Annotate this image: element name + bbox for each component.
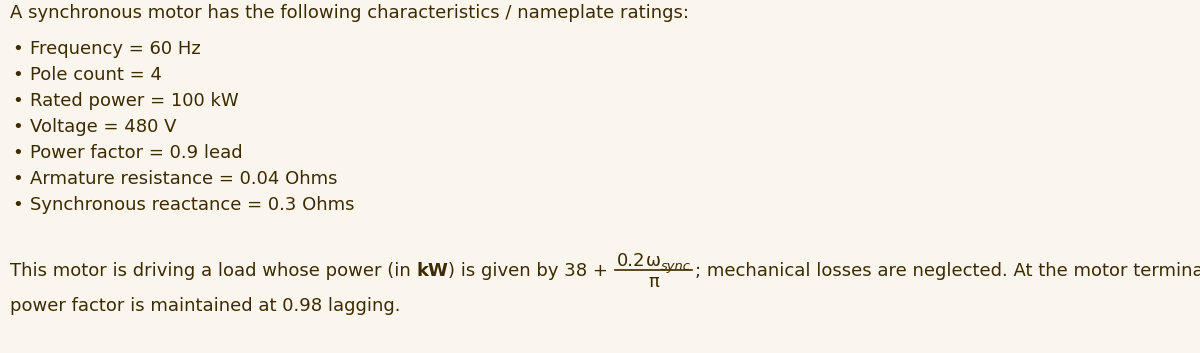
Text: Voltage = 480 V: Voltage = 480 V	[30, 118, 176, 136]
Text: ) is given by 38 +: ) is given by 38 +	[449, 262, 614, 280]
Text: •: •	[12, 196, 23, 214]
Text: ω: ω	[646, 252, 660, 270]
Text: sync: sync	[660, 260, 690, 273]
Text: •: •	[12, 40, 23, 58]
Text: •: •	[12, 170, 23, 188]
Text: Frequency = 60 Hz: Frequency = 60 Hz	[30, 40, 200, 58]
Text: •: •	[12, 144, 23, 162]
Text: kW: kW	[416, 262, 449, 280]
Text: ; mechanical losses are neglected. At the motor terminals, the: ; mechanical losses are neglected. At th…	[695, 262, 1200, 280]
Text: A synchronous motor has the following characteristics / nameplate ratings:: A synchronous motor has the following ch…	[10, 4, 689, 22]
Text: power factor is maintained at 0.98 lagging.: power factor is maintained at 0.98 laggi…	[10, 297, 401, 315]
Text: •: •	[12, 66, 23, 84]
Text: Rated power = 100 kW: Rated power = 100 kW	[30, 92, 239, 110]
Text: Pole count = 4: Pole count = 4	[30, 66, 162, 84]
Text: This motor is driving a load whose power (in: This motor is driving a load whose power…	[10, 262, 416, 280]
Text: Power factor = 0.9 lead: Power factor = 0.9 lead	[30, 144, 242, 162]
Text: 0.2: 0.2	[617, 252, 646, 270]
Text: Synchronous reactance = 0.3 Ohms: Synchronous reactance = 0.3 Ohms	[30, 196, 354, 214]
Text: Armature resistance = 0.04 Ohms: Armature resistance = 0.04 Ohms	[30, 170, 337, 188]
Text: •: •	[12, 92, 23, 110]
Text: π: π	[648, 273, 659, 291]
Text: •: •	[12, 118, 23, 136]
